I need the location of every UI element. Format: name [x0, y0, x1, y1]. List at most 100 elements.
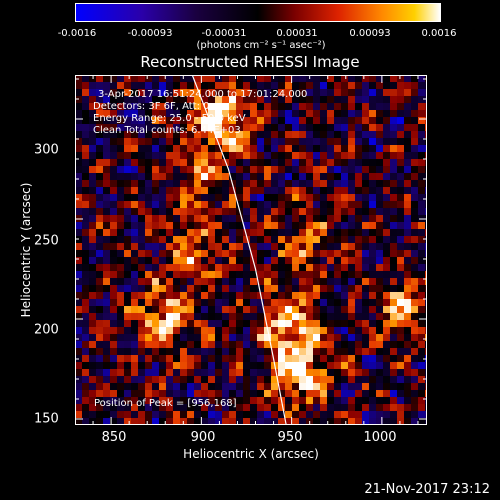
- heatmap-cell: [362, 103, 369, 110]
- heatmap-cell: [110, 96, 117, 103]
- heatmap-cell: [138, 201, 145, 208]
- heatmap-cell: [369, 271, 376, 278]
- heatmap-cell: [327, 320, 334, 327]
- heatmap-cell: [138, 145, 145, 152]
- heatmap-cell: [152, 299, 159, 306]
- heatmap-cell: [243, 89, 250, 96]
- heatmap-cell: [229, 215, 236, 222]
- heatmap-cell: [411, 313, 418, 320]
- heatmap-cell: [187, 404, 194, 411]
- heatmap-cell: [89, 264, 96, 271]
- heatmap-cell: [369, 229, 376, 236]
- heatmap-cell: [110, 173, 117, 180]
- heatmap-cell: [166, 222, 173, 229]
- heatmap-cell: [299, 348, 306, 355]
- heatmap-cell: [243, 348, 250, 355]
- heatmap-cell: [327, 299, 334, 306]
- heatmap-cell: [425, 250, 427, 257]
- heatmap-cell: [166, 257, 173, 264]
- heatmap-cell: [292, 138, 299, 145]
- heatmap-cell: [145, 397, 152, 404]
- heatmap-cell: [180, 376, 187, 383]
- heatmap-cell: [369, 215, 376, 222]
- heatmap-cell: [103, 124, 110, 131]
- heatmap-cell: [124, 306, 131, 313]
- heatmap-cell: [278, 313, 285, 320]
- heatmap-cell: [320, 110, 327, 117]
- heatmap-cell: [222, 411, 229, 418]
- heatmap-cell: [194, 117, 201, 124]
- heatmap-cell: [124, 278, 131, 285]
- heatmap-cell: [236, 257, 243, 264]
- heatmap-cell: [355, 292, 362, 299]
- heatmap-cell: [117, 320, 124, 327]
- heatmap-cell: [222, 320, 229, 327]
- heatmap-cell: [222, 201, 229, 208]
- heatmap-cell: [278, 362, 285, 369]
- heatmap-cell: [131, 208, 138, 215]
- heatmap-cell: [82, 327, 89, 334]
- heatmap-cell: [166, 124, 173, 131]
- heatmap-cell: [383, 292, 390, 299]
- heatmap-cell: [243, 82, 250, 89]
- heatmap-cell: [215, 103, 222, 110]
- heatmap-cell: [320, 355, 327, 362]
- heatmap-cell: [334, 201, 341, 208]
- heatmap-cell: [180, 110, 187, 117]
- heatmap-cell: [278, 96, 285, 103]
- heatmap-cell: [243, 194, 250, 201]
- heatmap-cell: [271, 173, 278, 180]
- heatmap-cell: [271, 89, 278, 96]
- heatmap-cell: [166, 390, 173, 397]
- heatmap-cell: [187, 180, 194, 187]
- heatmap-cell: [75, 257, 82, 264]
- heatmap-cell: [369, 383, 376, 390]
- heatmap-cell: [124, 180, 131, 187]
- heatmap-cell: [334, 348, 341, 355]
- heatmap-cell: [306, 89, 313, 96]
- heatmap-cell: [173, 152, 180, 159]
- heatmap-cell: [173, 313, 180, 320]
- heatmap-cell: [348, 383, 355, 390]
- heatmap-cell: [313, 355, 320, 362]
- heatmap-cell: [75, 313, 82, 320]
- heatmap-cell: [117, 243, 124, 250]
- heatmap-cell: [96, 334, 103, 341]
- heatmap-cell: [278, 243, 285, 250]
- heatmap-cell: [96, 131, 103, 138]
- heatmap-cell: [208, 348, 215, 355]
- heatmap-cell: [376, 159, 383, 166]
- heatmap-cell: [320, 180, 327, 187]
- heatmap-cell: [166, 271, 173, 278]
- heatmap-cell: [397, 397, 404, 404]
- heatmap-cell: [341, 411, 348, 418]
- heatmap-cell: [271, 348, 278, 355]
- heatmap-cell: [159, 208, 166, 215]
- heatmap-cell: [96, 208, 103, 215]
- heatmap-cell: [369, 320, 376, 327]
- heatmap-cell: [418, 201, 425, 208]
- heatmap-cell: [250, 110, 257, 117]
- heatmap-cell: [131, 334, 138, 341]
- heatmap-cell: [355, 159, 362, 166]
- heatmap-cell: [271, 117, 278, 124]
- heatmap-cell: [327, 278, 334, 285]
- heatmap-cell: [397, 145, 404, 152]
- heatmap-cell: [264, 103, 271, 110]
- heatmap-cell: [117, 138, 124, 145]
- heatmap-cell: [173, 194, 180, 201]
- heatmap-cell: [264, 390, 271, 397]
- heatmap-cell: [376, 215, 383, 222]
- heatmap-cell: [348, 376, 355, 383]
- heatmap-cell: [89, 173, 96, 180]
- heatmap-cell: [243, 292, 250, 299]
- heatmap-cell: [243, 341, 250, 348]
- heatmap-cell: [229, 299, 236, 306]
- heatmap-cell: [117, 285, 124, 292]
- heatmap-cell: [236, 376, 243, 383]
- heatmap-cell: [138, 397, 145, 404]
- heatmap-cell: [145, 390, 152, 397]
- heatmap-cell: [313, 215, 320, 222]
- heatmap-cell: [306, 222, 313, 229]
- heatmap-cell: [75, 390, 82, 397]
